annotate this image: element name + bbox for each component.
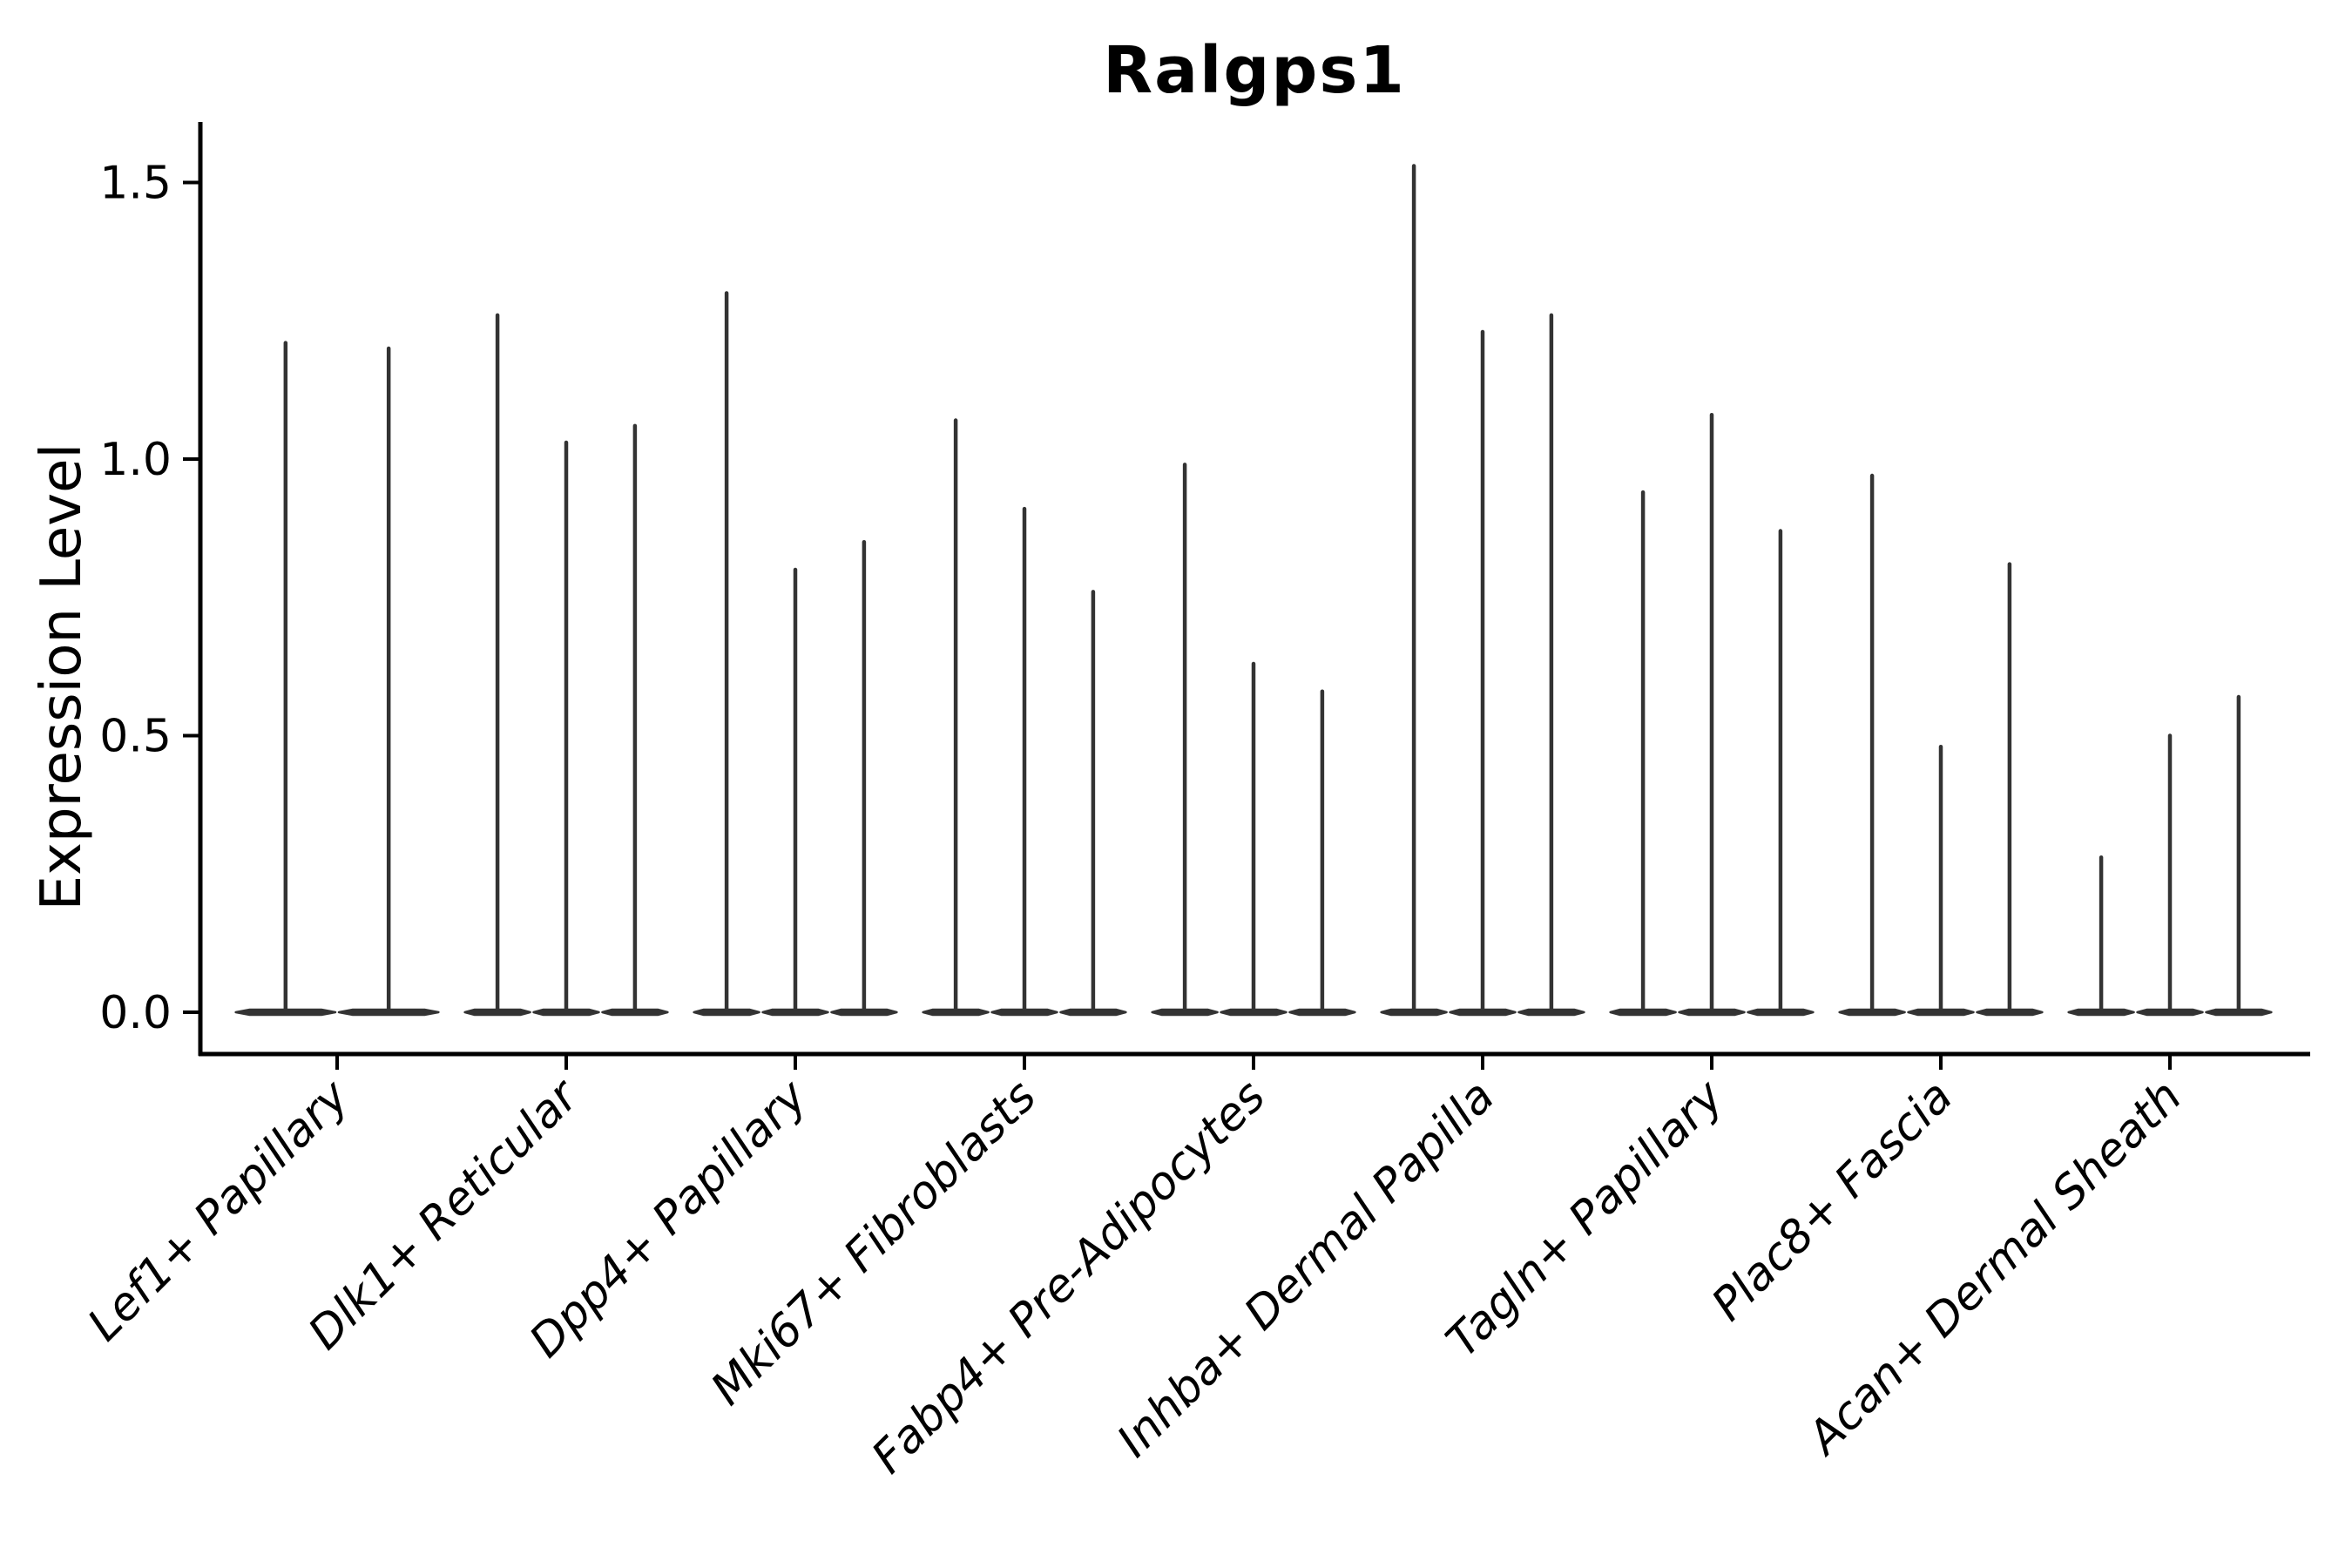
violin-body [1517, 1008, 1585, 1017]
violin-body [1976, 1008, 2044, 1017]
violin-body [1449, 1008, 1517, 1017]
x-tick-label: Acan+ Dermal Sheath [1796, 1071, 2192, 1466]
violin-body [234, 1008, 337, 1017]
y-tick-label: 1.5 [99, 158, 172, 210]
violin-body [1838, 1008, 1906, 1017]
violin-body [1059, 1008, 1127, 1017]
violin-body [2136, 1008, 2204, 1017]
violin-body [532, 1008, 600, 1017]
y-tick-label: 0.5 [99, 711, 172, 763]
y-tick-label: 0.0 [99, 987, 172, 1039]
violin-body [601, 1008, 669, 1017]
violin-body [1288, 1008, 1356, 1017]
y-tick-label: 1.0 [99, 434, 172, 486]
violin-body [830, 1008, 898, 1017]
violin-body [1678, 1008, 1746, 1017]
violin-body [463, 1008, 531, 1017]
violin-body [990, 1008, 1058, 1017]
chart-title: Ralgps1 [1103, 33, 1406, 108]
violin-body [2205, 1008, 2273, 1017]
violin-body [2067, 1008, 2135, 1017]
x-tick-label: Inhba+ Dermal Papilla [1107, 1071, 1504, 1468]
violin-body [1609, 1008, 1677, 1017]
violin-body [693, 1008, 760, 1017]
violin-body [1907, 1008, 1975, 1017]
violin-body [1151, 1008, 1219, 1017]
x-tick-label: Fabp4+ Pre-Adipocytes [862, 1071, 1276, 1484]
x-tick-label: Plac8+ Fascia [1702, 1071, 1963, 1331]
violin-body [1747, 1008, 1815, 1017]
violin-body [337, 1008, 440, 1017]
violin-body [761, 1008, 829, 1017]
violin-body [1220, 1008, 1288, 1017]
violin-body [922, 1008, 990, 1017]
violin-body [1380, 1008, 1448, 1017]
